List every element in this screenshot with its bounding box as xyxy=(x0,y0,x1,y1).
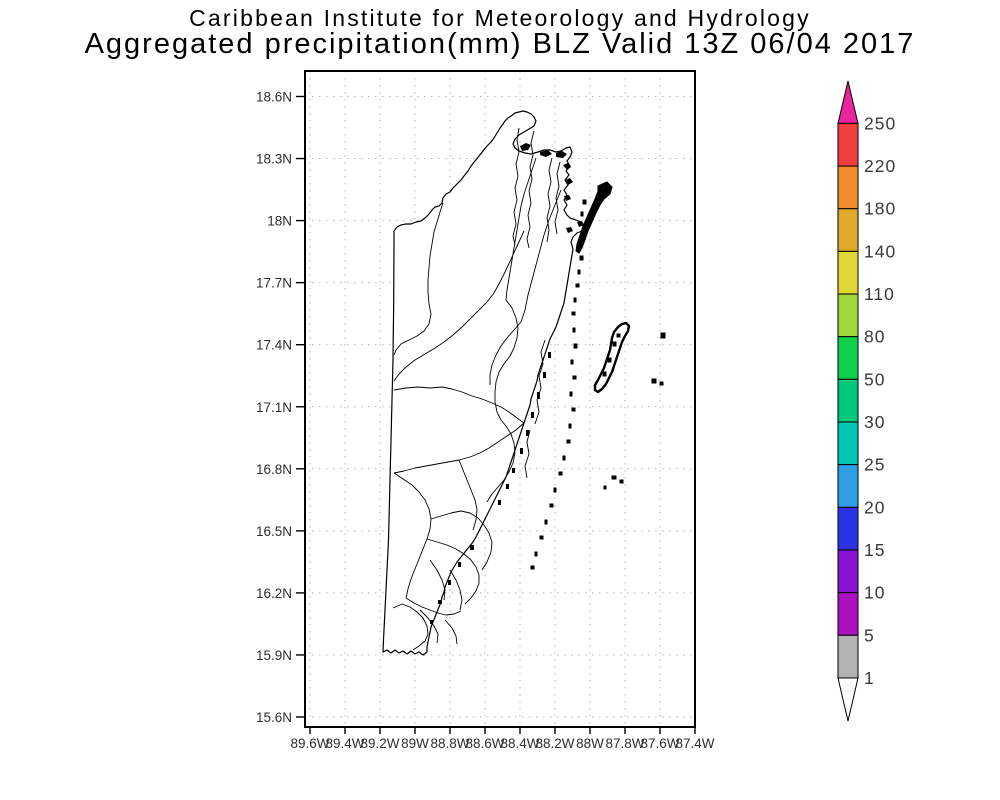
lon-tick-label: 88.6W xyxy=(465,736,504,751)
lat-tick-label: 16.2N xyxy=(256,586,292,601)
colorbar-label: 50 xyxy=(864,369,885,389)
turneffe-atoll xyxy=(593,321,631,394)
colorbar-segment xyxy=(837,122,859,167)
colorbar-label: 80 xyxy=(864,327,885,347)
colorbar-label: 5 xyxy=(864,625,875,645)
lon-tick-label: 89W xyxy=(401,736,429,751)
colorbar-over-arrow xyxy=(837,80,859,124)
islands xyxy=(530,181,666,570)
colorbar-label: 10 xyxy=(864,583,885,603)
lat-tick-label: 18.3N xyxy=(256,152,292,167)
lon-tick-label: 87.8W xyxy=(605,736,644,751)
lon-tick-label: 88.2W xyxy=(535,736,574,751)
page-title-institution: Caribbean Institute for Meteorology and … xyxy=(189,5,811,31)
watershed-boundaries xyxy=(392,127,562,651)
colorbar-segment xyxy=(837,464,859,508)
colorbar-label: 250 xyxy=(864,113,896,133)
lighthouse-reef-specks xyxy=(651,332,666,386)
colorbar-segment xyxy=(837,336,859,380)
lon-tick-label: 87.4W xyxy=(675,736,714,751)
colorbar-segment xyxy=(837,421,859,466)
page-title-product: Aggregated precipitation(mm) BLZ Valid 1… xyxy=(84,28,916,60)
lat-tick-label: 17.4N xyxy=(256,338,292,353)
lat-tick-label: 15.9N xyxy=(256,648,292,663)
lat-tick-label: 17.7N xyxy=(256,276,292,291)
colorbar-segment xyxy=(837,634,859,679)
colorbar-segment xyxy=(837,293,859,338)
lon-tick-label: 89.6W xyxy=(290,736,329,751)
lat-tick-label: 18N xyxy=(267,214,292,229)
lon-tick-label: 89.4W xyxy=(325,736,364,751)
colorbar-segment xyxy=(837,378,859,423)
colorbar-segment xyxy=(837,506,859,551)
colorbar-segment xyxy=(837,250,859,295)
colorbar-label: 220 xyxy=(864,156,896,176)
reef-caye-specks xyxy=(530,199,624,570)
ambergris-caye xyxy=(575,181,613,254)
lat-tick-label: 16.8N xyxy=(256,462,292,477)
colorbar-label: 15 xyxy=(864,540,885,560)
colorbar-segment xyxy=(837,549,859,594)
lon-tick-label: 89.2W xyxy=(360,736,399,751)
colorbar-label: 1 xyxy=(864,668,875,688)
lon-tick-label: 88.8W xyxy=(430,736,469,751)
lon-tick-label: 88.4W xyxy=(500,736,539,751)
colorbar-label: 30 xyxy=(864,412,885,432)
lon-tick-label: 88W xyxy=(576,736,604,751)
lat-tick-label: 15.6N xyxy=(256,710,292,725)
colorbar-label: 180 xyxy=(864,199,896,219)
belize-map xyxy=(382,110,585,656)
colorbar-label: 140 xyxy=(864,241,896,261)
colorbar-under-arrow xyxy=(837,677,859,722)
colorbar-label: 25 xyxy=(864,455,885,475)
lat-tick-label: 18.6N xyxy=(256,90,292,105)
colorbar-segment xyxy=(837,208,859,252)
colorbar-label: 110 xyxy=(864,284,895,304)
turneffe-inner-specks xyxy=(602,333,621,377)
lon-tick-label: 87.6W xyxy=(640,736,679,751)
belize-outline xyxy=(382,110,585,656)
colorbar: 250 220 180 140 110 80 50 30 25 20 15 10 5 1 xyxy=(837,80,896,722)
colorbar-segment xyxy=(837,165,859,210)
lat-tick-label: 17.1N xyxy=(256,400,292,415)
lat-tick-label: 16.5N xyxy=(256,524,292,539)
plot-frame xyxy=(304,70,696,728)
colorbar-segment xyxy=(837,592,859,636)
colorbar-label: 20 xyxy=(864,497,885,517)
